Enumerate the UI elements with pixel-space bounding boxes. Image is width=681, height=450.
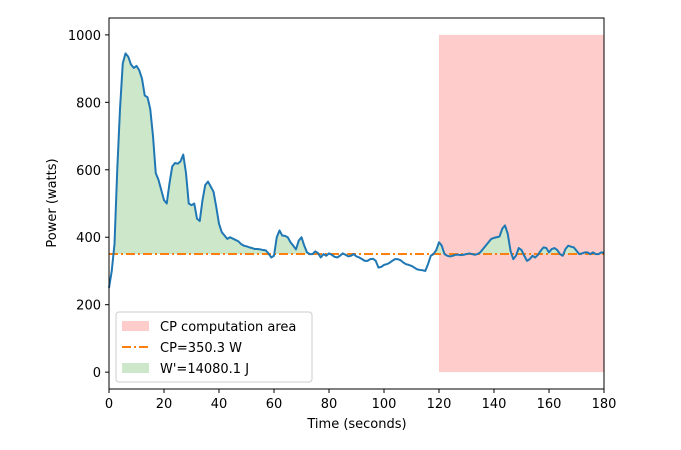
y-tick-label: 200	[76, 299, 101, 314]
x-tick-label: 140	[482, 397, 507, 412]
x-tick-label: 60	[266, 397, 283, 412]
y-tick-label: 1000	[68, 29, 101, 44]
x-tick-label: 180	[592, 397, 617, 412]
y-tick-label: 0	[93, 366, 101, 381]
w-prime-fill-1	[274, 230, 310, 254]
legend-swatch-cp-area	[122, 321, 149, 331]
legend-box	[115, 311, 313, 383]
legend-label-w-prime: W'=14080.1 J	[160, 362, 249, 377]
w-prime-fill-7	[477, 225, 512, 254]
legend-label-cp-line: CP=350.3 W	[160, 341, 242, 356]
x-tick-label: 100	[372, 397, 397, 412]
y-tick-label: 800	[76, 96, 101, 111]
x-tick-label: 40	[211, 397, 228, 412]
x-tick-label: 80	[321, 397, 338, 412]
x-axis-title: Time (seconds)	[306, 417, 406, 432]
x-tick-label: 120	[427, 397, 452, 412]
y-tick-label: 400	[76, 231, 101, 246]
y-axis-title: Power (watts)	[45, 158, 60, 247]
x-tick-label: 20	[156, 397, 173, 412]
legend-swatch-w-prime	[122, 363, 149, 373]
legend-label-cp-area: CP computation area	[160, 320, 296, 335]
x-tick-label: 0	[105, 397, 113, 412]
axes-frame	[108, 17, 605, 390]
x-tick-label: 160	[537, 397, 562, 412]
w-prime-fill-0	[113, 53, 269, 254]
cp-computation-area	[439, 34, 604, 373]
power-line	[108, 52, 605, 288]
y-tick-label: 600	[76, 164, 101, 179]
